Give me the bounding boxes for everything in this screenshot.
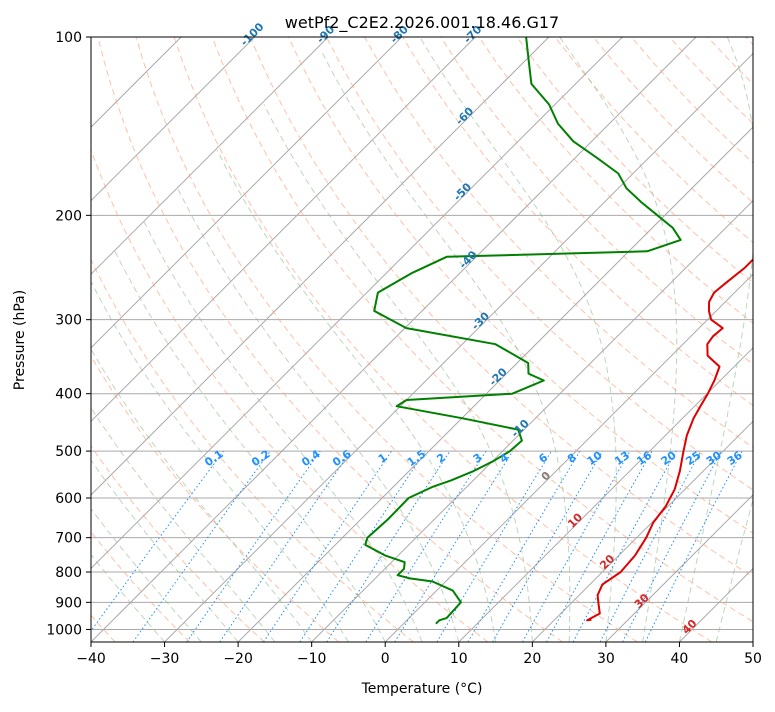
y-tick-label: 100 [55, 30, 82, 46]
y-tick-label: 900 [55, 595, 82, 611]
x-tick-label: −20 [223, 651, 253, 667]
y-tick-label: 1000 [46, 622, 82, 638]
y-tick-label: 200 [55, 208, 82, 224]
y-tick-label: 400 [55, 387, 82, 403]
y-tick-label: 800 [55, 565, 82, 581]
y-axis-label: Pressure (hPa) [12, 290, 28, 390]
y-tick-label: 500 [55, 444, 82, 460]
chart-title: wetPf2_C2E2.2026.001.18.46.G17 [285, 13, 559, 33]
y-tick-label: 600 [55, 491, 82, 507]
x-tick-label: −10 [297, 651, 327, 667]
x-tick-label: −40 [76, 651, 106, 667]
y-tick-label: 300 [55, 313, 82, 329]
x-tick-label: 50 [744, 651, 762, 667]
x-axis-label: Temperature (°C) [361, 681, 483, 697]
x-tick-label: 10 [450, 651, 468, 667]
x-tick-label: 0 [381, 651, 390, 667]
x-tick-label: −30 [150, 651, 180, 667]
x-tick-label: 30 [597, 651, 615, 667]
y-tick-label: 700 [55, 531, 82, 547]
x-tick-label: 40 [671, 651, 689, 667]
x-tick-label: 20 [523, 651, 541, 667]
